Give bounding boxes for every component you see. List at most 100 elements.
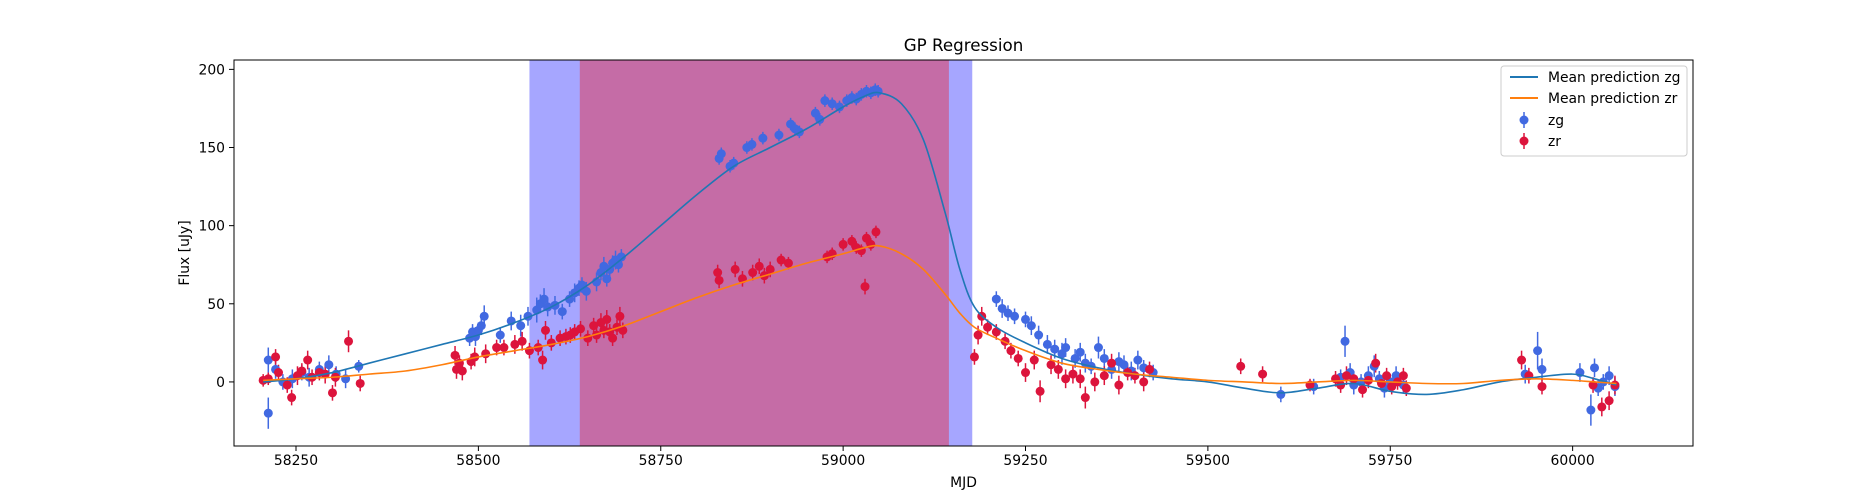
point-zg-20 xyxy=(516,321,526,331)
prediction-line-0 xyxy=(263,91,1617,396)
x-tick-label-58250: 58250 xyxy=(274,453,318,469)
shaded-regions xyxy=(529,60,973,446)
legend-marker-zr xyxy=(1519,136,1529,146)
legend-label-zr-line: Mean prediction zr xyxy=(1548,91,1678,107)
point-zr-3 xyxy=(273,368,283,378)
point-zg-32 xyxy=(581,286,591,296)
point-zr-60 xyxy=(838,239,848,249)
legend-box xyxy=(1500,65,1688,157)
prediction-lines xyxy=(263,91,1617,396)
legend: Mean prediction zg Mean prediction zr zg… xyxy=(1500,65,1688,157)
point-zr-42 xyxy=(602,314,612,324)
point-zr-66 xyxy=(871,227,881,237)
point-zr-114 xyxy=(1604,396,1614,406)
point-zr-67 xyxy=(860,282,870,292)
point-zr-74 xyxy=(1006,346,1016,356)
point-zr-84 xyxy=(1080,393,1090,403)
point-zg-105 xyxy=(1533,346,1543,356)
point-zg-18 xyxy=(495,330,505,340)
point-zr-77 xyxy=(1029,355,1039,365)
point-zr-31 xyxy=(546,338,556,348)
point-zr-56 xyxy=(776,255,786,265)
point-zg-17 xyxy=(479,311,489,321)
point-zr-50 xyxy=(730,264,740,274)
point-zr-47 xyxy=(618,325,628,335)
point-zr-107 xyxy=(1398,371,1408,381)
point-zr-90 xyxy=(1130,371,1140,381)
point-zg-48 xyxy=(758,133,768,143)
legend-marker-zg xyxy=(1519,115,1529,125)
point-zr-102 xyxy=(1371,358,1381,368)
point-zr-104 xyxy=(1382,371,1392,381)
point-zr-99 xyxy=(1349,374,1359,384)
point-zg-106 xyxy=(1537,364,1547,374)
point-zr-36 xyxy=(576,324,586,334)
x-axis-ticks: 58250 58500 58750 59000 59250 59500 59750 60000 xyxy=(274,446,1595,469)
point-zg-49 xyxy=(774,130,784,140)
point-zg-73 xyxy=(1042,339,1052,349)
point-zr-93 xyxy=(1236,361,1246,371)
point-zg-0 xyxy=(263,355,273,365)
point-zg-55 xyxy=(820,96,830,106)
prediction-line-1 xyxy=(263,244,1617,385)
point-zr-81 xyxy=(1061,374,1071,384)
x-tick-label-58500: 58500 xyxy=(456,453,500,469)
point-zr-8 xyxy=(303,355,313,365)
point-zg-108 xyxy=(1586,405,1596,415)
point-zg-16 xyxy=(476,321,486,331)
x-tick-label-59500: 59500 xyxy=(1186,453,1230,469)
point-zr-76 xyxy=(1021,368,1031,378)
point-zr-75 xyxy=(1013,353,1023,363)
y-tick-label-100: 100 xyxy=(198,219,225,235)
point-zg-57 xyxy=(834,102,844,112)
point-zr-103 xyxy=(1377,378,1387,388)
point-zr-69 xyxy=(973,330,983,340)
point-zg-78 xyxy=(1075,347,1085,357)
point-zr-23 xyxy=(492,343,502,353)
point-zg-70 xyxy=(1021,314,1031,324)
y-tick-label-150: 150 xyxy=(198,141,225,157)
point-zr-5 xyxy=(287,393,297,403)
point-zr-26 xyxy=(517,336,527,346)
axes-background xyxy=(234,60,1693,446)
y-axis-label: Flux [uJy] xyxy=(177,220,193,285)
point-zg-36 xyxy=(602,274,612,284)
y-tick-label-50: 50 xyxy=(207,297,225,313)
point-zr-88 xyxy=(1114,380,1124,390)
point-zr-94 xyxy=(1258,369,1268,379)
x-tick-label-60000: 60000 xyxy=(1551,453,1595,469)
point-zg-87 xyxy=(1133,355,1143,365)
point-zr-9 xyxy=(307,372,317,382)
point-zr-48 xyxy=(713,268,723,278)
point-zr-49 xyxy=(714,275,724,285)
point-zg-81 xyxy=(1093,343,1103,353)
point-zg-76 xyxy=(1061,343,1071,353)
point-zr-78 xyxy=(1035,386,1045,396)
point-zg-74 xyxy=(1050,344,1060,354)
point-zr-55 xyxy=(765,264,775,274)
x-tick-label-59750: 59750 xyxy=(1368,453,1412,469)
point-zr-53 xyxy=(754,261,764,271)
point-zr-80 xyxy=(1053,364,1063,374)
point-zg-66 xyxy=(991,294,1001,304)
point-zr-100 xyxy=(1358,385,1368,395)
point-zr-71 xyxy=(983,322,993,332)
point-zr-109 xyxy=(1517,355,1527,365)
point-zr-44 xyxy=(608,333,618,343)
point-zr-15 xyxy=(355,378,365,388)
point-zr-12 xyxy=(327,388,337,398)
point-zr-46 xyxy=(615,311,625,321)
x-tick-label-58750: 58750 xyxy=(639,453,683,469)
point-zg-93 xyxy=(1340,336,1350,346)
shaded-region-1 xyxy=(579,60,949,446)
x-tick-label-59250: 59250 xyxy=(1003,453,1047,469)
point-zg-53 xyxy=(810,108,820,118)
point-zg-47 xyxy=(747,139,757,149)
point-zr-85 xyxy=(1090,377,1100,387)
chart-title: GP Regression xyxy=(904,35,1024,55)
point-zr-38 xyxy=(589,321,599,331)
point-zg-77 xyxy=(1070,353,1080,363)
x-axis-label: MJD xyxy=(950,475,977,491)
point-zr-30 xyxy=(540,325,550,335)
